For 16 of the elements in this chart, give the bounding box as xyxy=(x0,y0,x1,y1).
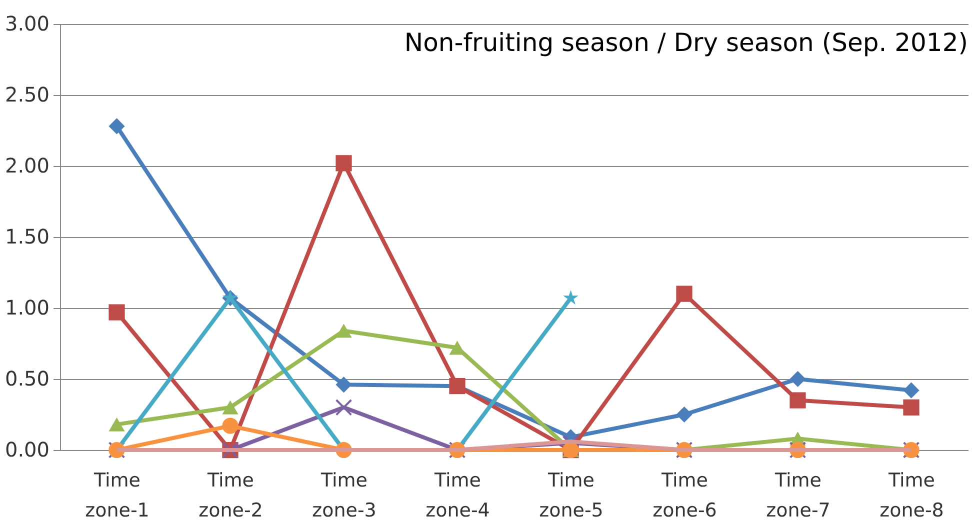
y-tick-label: 1.00 xyxy=(4,296,50,320)
x-tick-label: Time zone-8 xyxy=(880,470,944,522)
x-tick-label: Time zone-5 xyxy=(539,470,604,522)
y-tick-label: 1.50 xyxy=(4,224,50,248)
x-tick-label: Time zone-3 xyxy=(312,470,376,522)
x-tick-label: Time zone-4 xyxy=(426,470,490,522)
x-tick-label: Time zone-2 xyxy=(198,470,263,522)
x-tick-label: Time zone-6 xyxy=(652,470,717,522)
x-tick-label: Time zone-7 xyxy=(766,470,830,522)
x-tick-label: Time zone-1 xyxy=(85,470,150,522)
chart-title: Non-fruiting season / Dry season (Sep. 2012) xyxy=(404,28,968,57)
y-tick-label: 0.00 xyxy=(4,438,50,462)
y-tick-label: 3.00 xyxy=(4,12,50,36)
y-tick-label: 2.50 xyxy=(4,82,50,106)
y-tick-label: 2.00 xyxy=(4,154,50,178)
y-tick-label: 0.50 xyxy=(4,366,50,390)
